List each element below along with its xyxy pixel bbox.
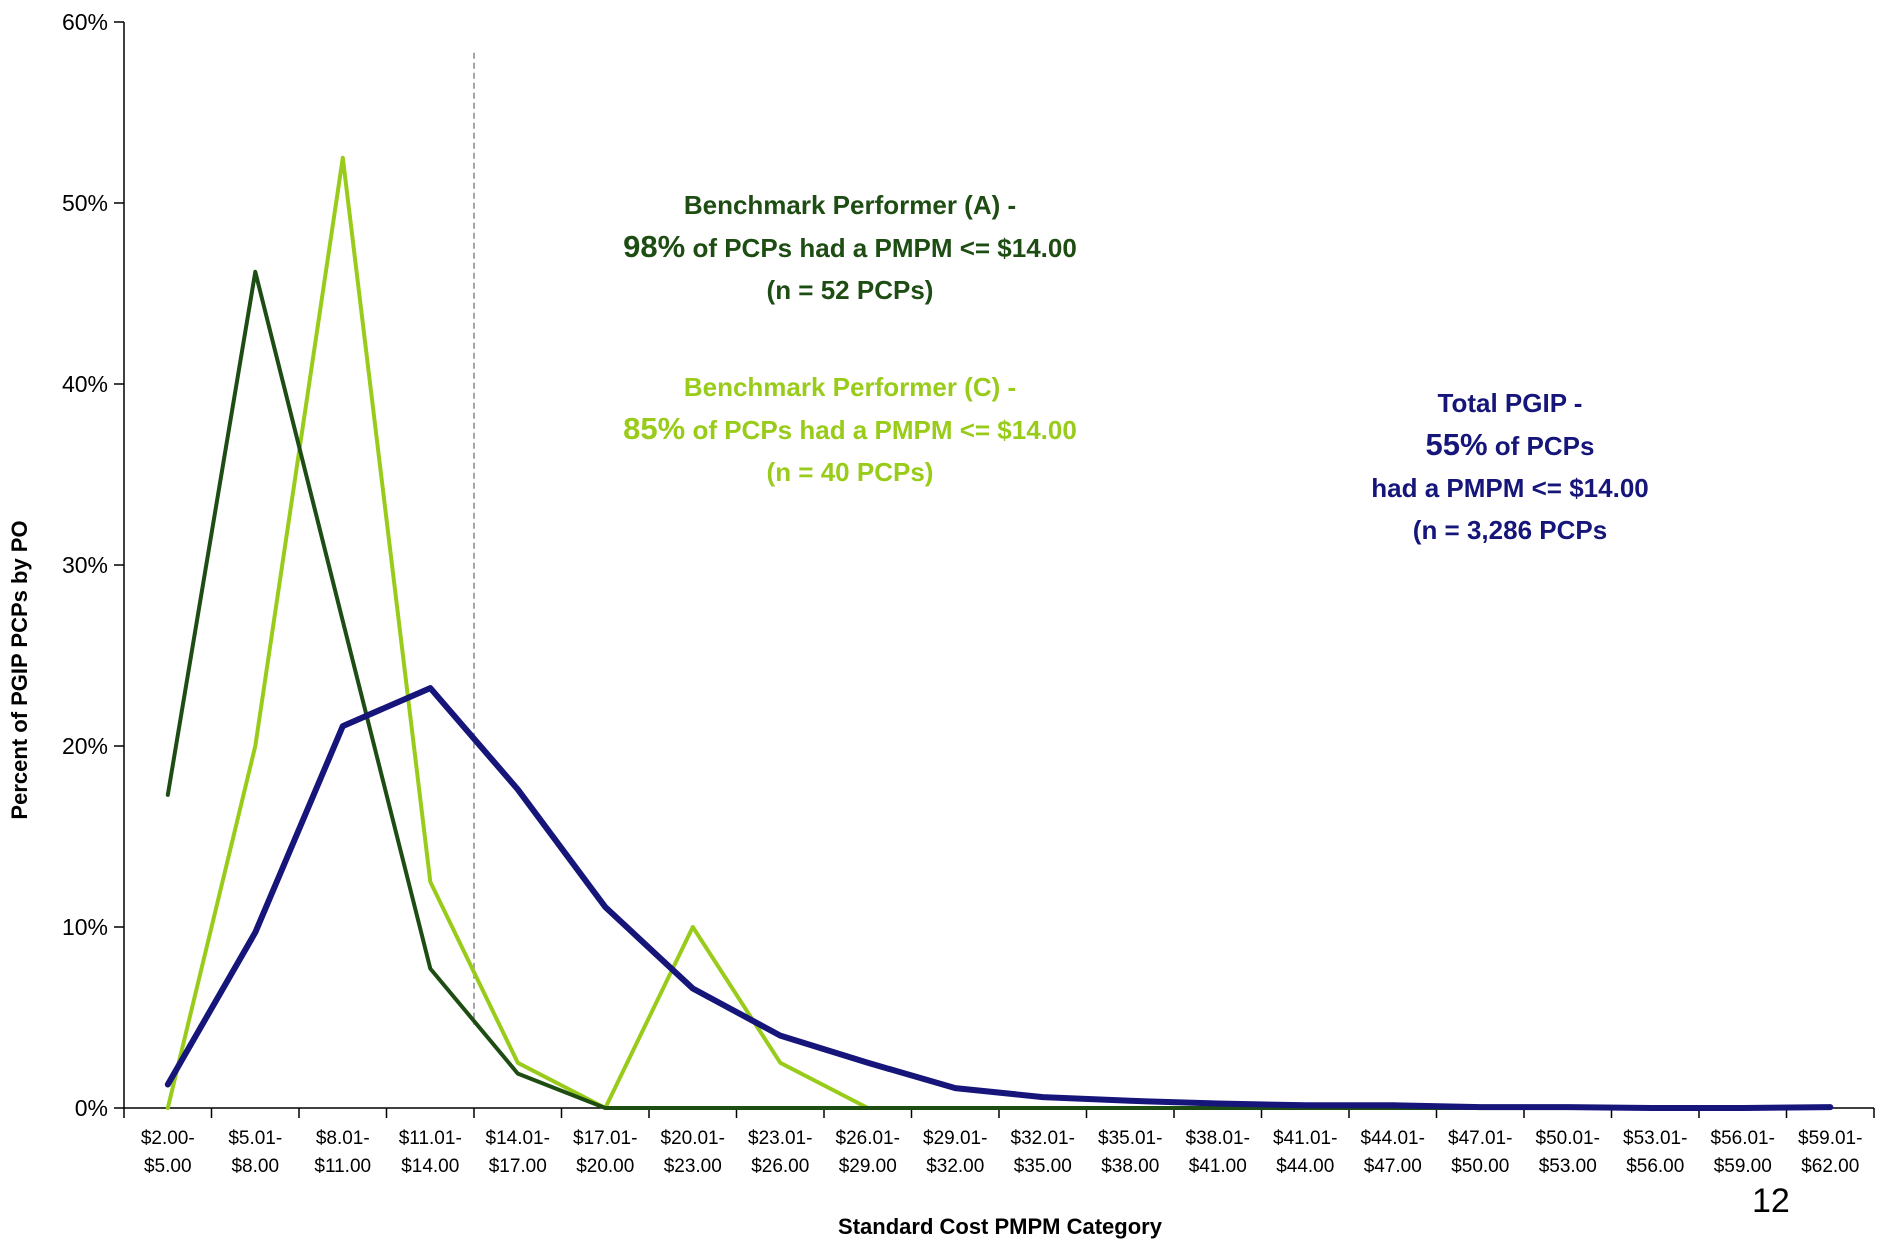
- annotation-benchmark-a: Benchmark Performer (A) - 98% of PCPs ha…: [560, 184, 1140, 311]
- annotation-total-count: (n = 3,286 PCPs: [1412, 515, 1608, 545]
- y-tick-label: 20%: [62, 733, 108, 759]
- x-tick-label: $14.01-: [486, 1128, 550, 1149]
- x-tick-label: $62.00: [1801, 1156, 1859, 1177]
- x-tick-label: $38.01-: [1186, 1128, 1250, 1149]
- annotation-a-text: of PCPs had a PMPM <= $14.00: [685, 233, 1077, 263]
- x-tick-label: $29.00: [839, 1156, 897, 1177]
- x-tick-label: $17.00: [489, 1156, 547, 1177]
- x-tick-label: $59.00: [1714, 1156, 1772, 1177]
- annotation-total-pmpm: had a PMPM <= $14.00: [1371, 473, 1649, 503]
- x-tick-label: $56.01-: [1711, 1128, 1775, 1149]
- x-tick-label: $47.01-: [1448, 1128, 1512, 1149]
- annotation-total-detail: 55% of PCPs: [1320, 424, 1700, 467]
- y-tick-label: 30%: [62, 552, 108, 578]
- x-tick-label: $50.01-: [1536, 1128, 1600, 1149]
- annotation-a-percent: 98%: [623, 229, 686, 264]
- x-tick-label: $35.00: [1014, 1156, 1072, 1177]
- x-tick-label: $5.00: [144, 1156, 192, 1177]
- x-tick-label: $47.00: [1364, 1156, 1422, 1177]
- x-tick-label: $41.00: [1189, 1156, 1247, 1177]
- x-tick-label: $29.01-: [923, 1128, 987, 1149]
- x-tick-label: $5.01-: [228, 1128, 282, 1149]
- x-tick-label: $14.00: [401, 1156, 459, 1177]
- annotation-c-detail: 85% of PCPs had a PMPM <= $14.00: [560, 408, 1140, 451]
- page-number: 12: [1752, 1182, 1790, 1220]
- x-tick-label: $8.01-: [316, 1128, 370, 1149]
- annotation-total-percent: 55%: [1425, 427, 1488, 462]
- x-tick-label: $17.01-: [573, 1128, 637, 1149]
- y-tick-label: 40%: [62, 371, 108, 397]
- y-tick-label: 50%: [62, 190, 108, 216]
- x-tick-label: $11.01-: [399, 1128, 462, 1149]
- y-axis-title: Percent of PGIP PCPs by PO: [7, 520, 32, 819]
- y-tick-label: 10%: [62, 914, 108, 940]
- x-tick-label: $38.00: [1101, 1156, 1159, 1177]
- x-tick-label: $53.01-: [1623, 1128, 1687, 1149]
- x-tick-label: $23.00: [664, 1156, 722, 1177]
- annotation-total-pgip: Total PGIP - 55% of PCPs had a PMPM <= $…: [1320, 382, 1700, 551]
- x-tick-label: $2.00-: [141, 1128, 195, 1149]
- x-tick-label: $56.00: [1626, 1156, 1684, 1177]
- y-tick-label: 60%: [62, 9, 108, 35]
- annotation-c-heading: Benchmark Performer (C) -: [683, 372, 1017, 402]
- x-tick-label: $11.00: [314, 1156, 371, 1177]
- x-tick-label: $32.00: [926, 1156, 984, 1177]
- x-tick-label: $35.01-: [1098, 1128, 1162, 1149]
- x-tick-label: $26.01-: [836, 1128, 900, 1149]
- x-axis-title: Standard Cost PMPM Category: [838, 1214, 1163, 1239]
- annotation-a-heading: Benchmark Performer (A) -: [683, 190, 1017, 220]
- annotation-total-text: of PCPs: [1487, 431, 1595, 461]
- x-tick-label: $23.01-: [748, 1128, 812, 1149]
- annotation-a-count: (n = 52 PCPs): [766, 275, 934, 305]
- x-tick-label: $59.01-: [1798, 1128, 1862, 1149]
- annotation-a-detail: 98% of PCPs had a PMPM <= $14.00: [560, 226, 1140, 269]
- annotation-c-count: (n = 40 PCPs): [766, 457, 934, 487]
- annotation-benchmark-c: Benchmark Performer (C) - 85% of PCPs ha…: [560, 366, 1140, 493]
- x-tick-label: $32.01-: [1011, 1128, 1075, 1149]
- x-tick-label: $53.00: [1539, 1156, 1597, 1177]
- x-tick-label: $44.00: [1276, 1156, 1334, 1177]
- x-tick-label: $8.00: [231, 1156, 279, 1177]
- series-line-total: [164, 685, 1834, 1111]
- x-tick-label: $26.00: [751, 1156, 809, 1177]
- annotation-c-text: of PCPs had a PMPM <= $14.00: [685, 415, 1077, 445]
- annotation-total-heading: Total PGIP -: [1437, 388, 1583, 418]
- annotation-c-percent: 85%: [623, 411, 686, 446]
- x-tick-label: $20.01-: [661, 1128, 725, 1149]
- axes-layer: 0% 10% 20% 30% 40% 50% 60% $2.00- $5.00 $5.01- $8.…: [62, 9, 1875, 1177]
- x-tick-label: $20.00: [576, 1156, 634, 1177]
- x-tick-label: $44.01-: [1361, 1128, 1425, 1149]
- x-tick-label: $50.00: [1451, 1156, 1509, 1177]
- x-tick-label: $41.01-: [1273, 1128, 1337, 1149]
- series-layer: [164, 155, 1834, 1111]
- y-tick-label: 0%: [75, 1095, 108, 1121]
